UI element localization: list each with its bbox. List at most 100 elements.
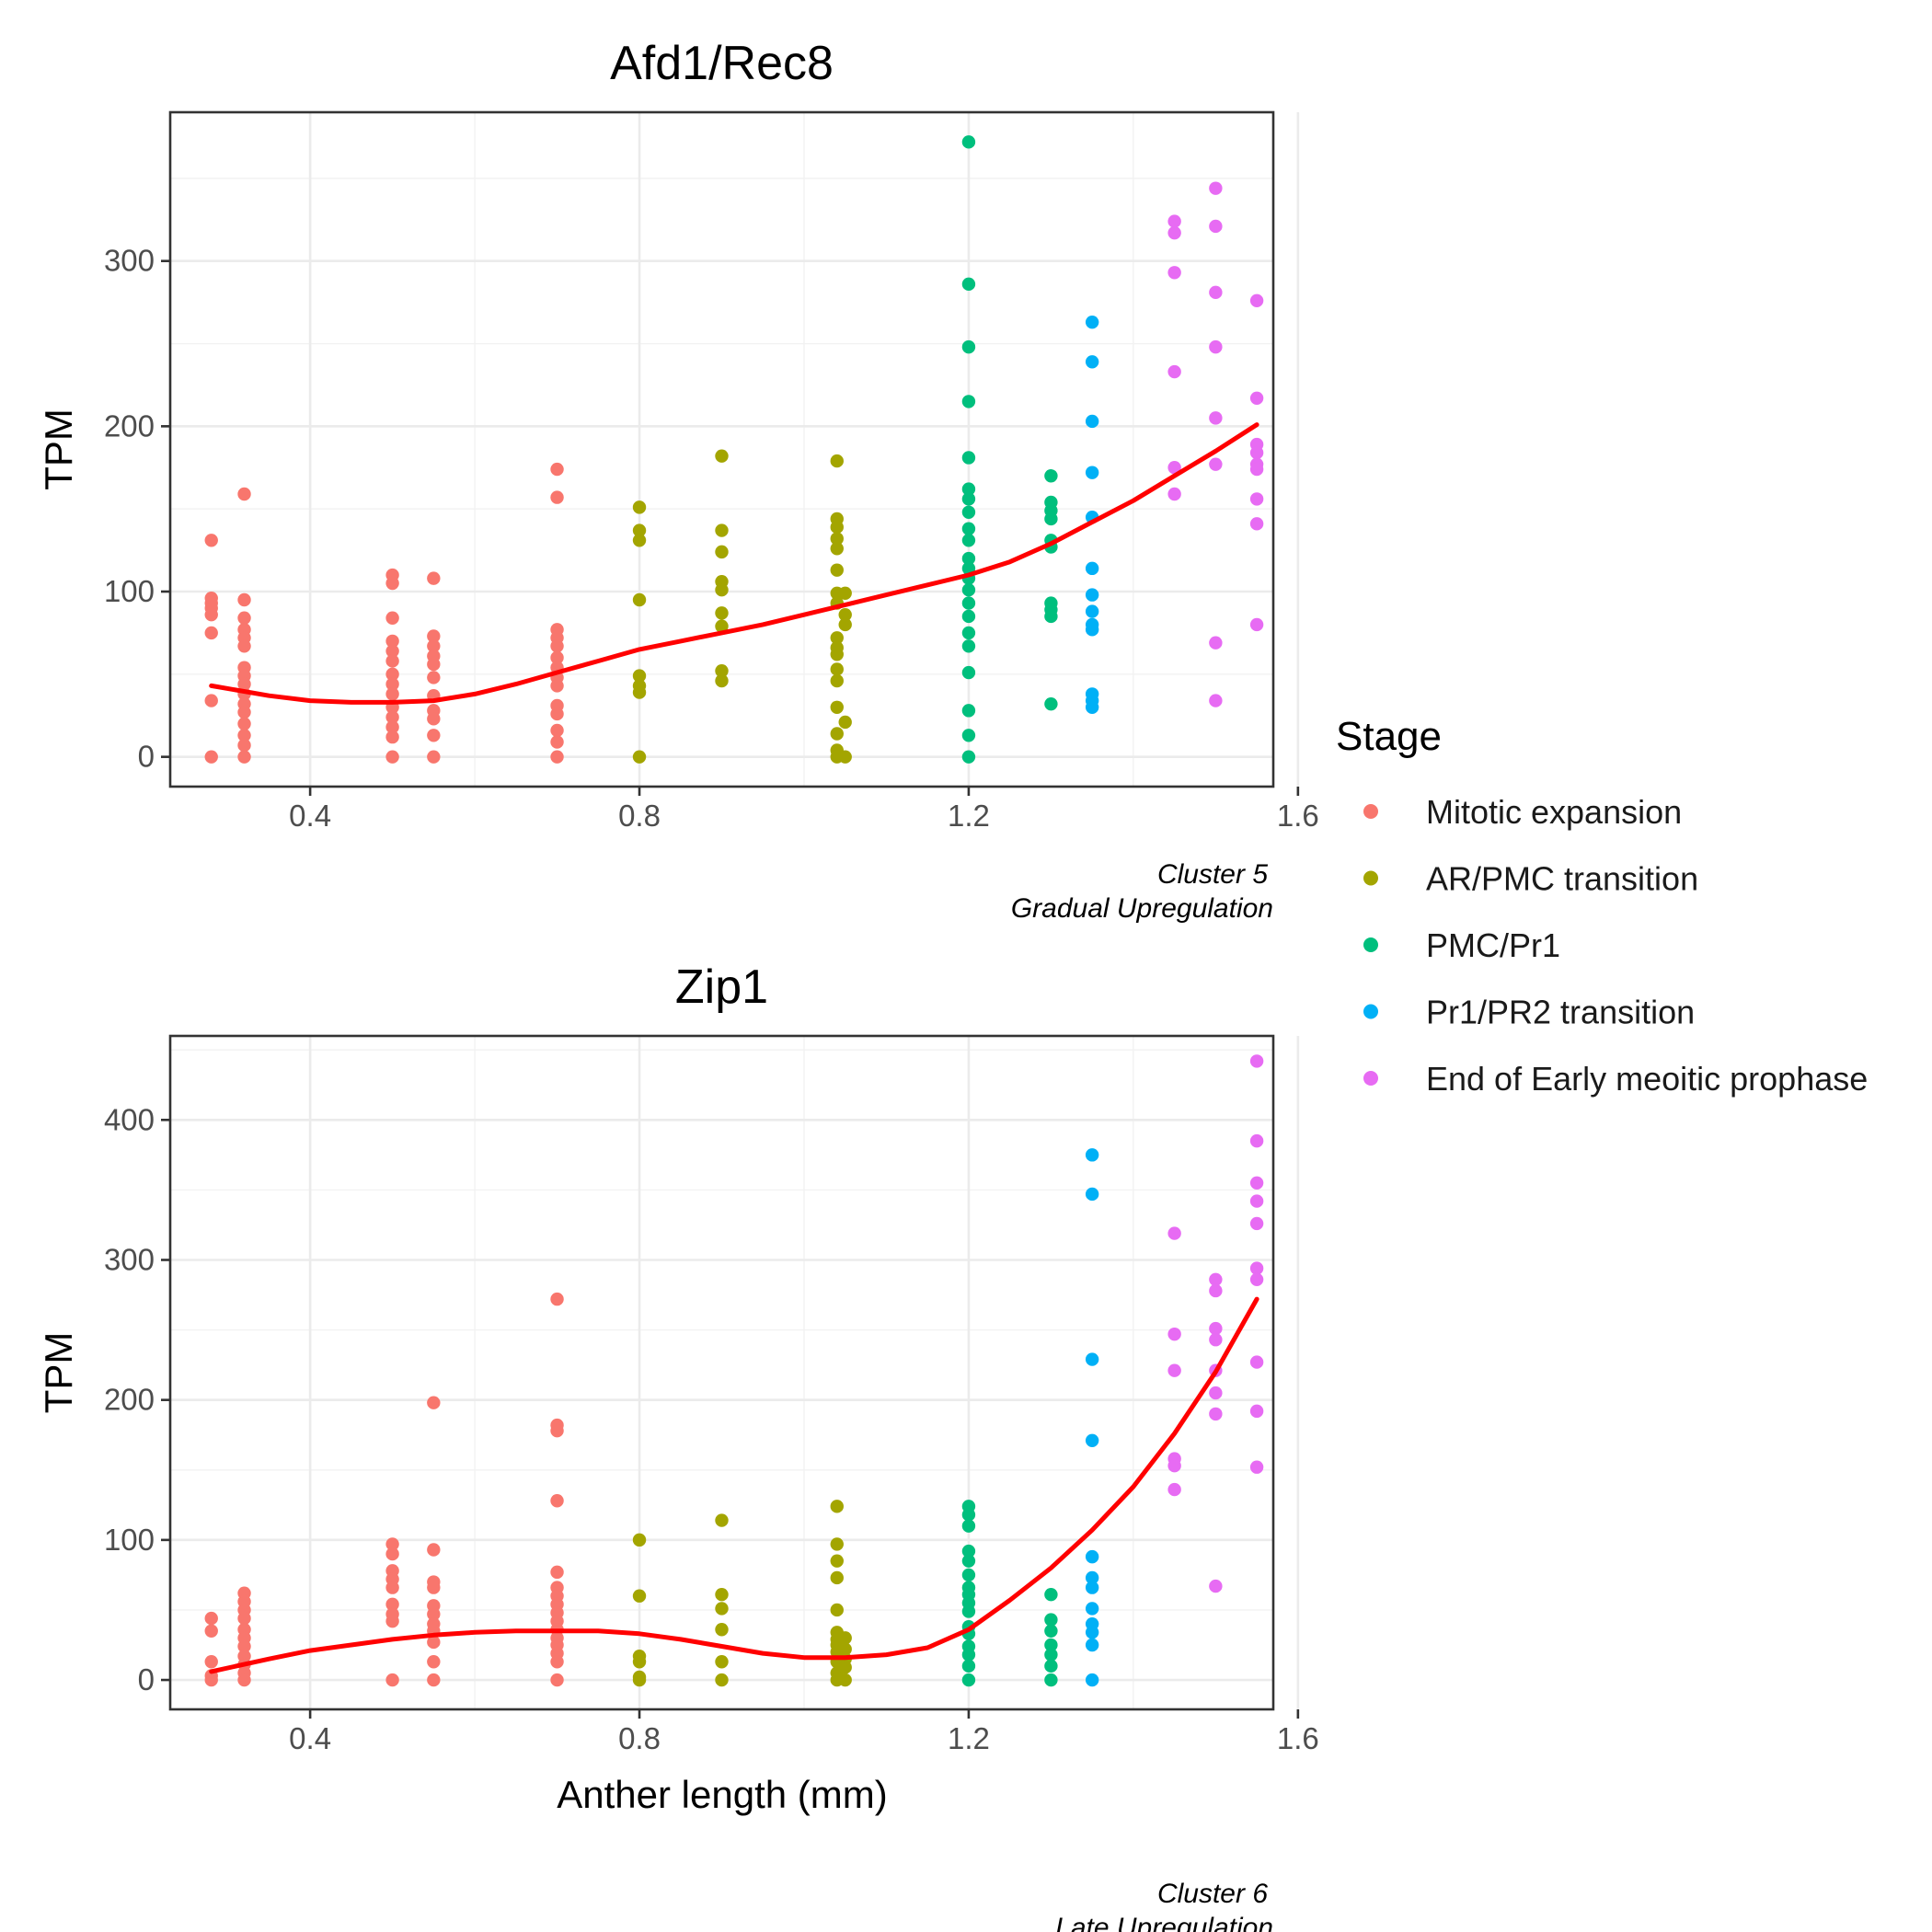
data-point-pmcpr1 xyxy=(1044,1648,1058,1662)
data-point-endearly xyxy=(1209,457,1223,471)
data-point-endearly xyxy=(1167,1327,1181,1341)
data-point-mitotic xyxy=(237,677,251,691)
data-point-endearly xyxy=(1167,266,1181,280)
data-point-arpmc xyxy=(830,727,844,741)
data-point-arpmc xyxy=(715,664,729,678)
data-point-mitotic xyxy=(385,1581,399,1594)
data-point-arpmc xyxy=(715,1513,729,1527)
data-point-pmcpr1 xyxy=(961,665,976,680)
x-tick-label: 0.4 xyxy=(289,1721,331,1755)
data-point-arpmc xyxy=(715,583,729,597)
y-tick-label: 100 xyxy=(104,574,155,608)
data-point-endearly xyxy=(1249,1355,1264,1369)
data-point-mitotic xyxy=(237,1673,251,1687)
data-point-endearly xyxy=(1167,461,1181,475)
data-point-mitotic xyxy=(237,705,251,719)
data-point-endearly xyxy=(1209,1386,1223,1400)
data-point-mitotic xyxy=(204,750,218,764)
data-point-pr1pr2 xyxy=(1085,315,1099,329)
data-point-arpmc xyxy=(838,1661,852,1674)
data-point-arpmc xyxy=(838,1673,852,1687)
data-point-pmcpr1 xyxy=(961,492,976,506)
data-point-mitotic xyxy=(237,717,251,730)
data-point-mitotic xyxy=(550,723,564,738)
data-point-pmcpr1 xyxy=(961,750,976,764)
data-point-arpmc xyxy=(830,631,844,645)
data-point-arpmc xyxy=(830,1570,844,1585)
data-point-mitotic xyxy=(385,710,399,724)
data-point-arpmc xyxy=(838,607,852,622)
smooth-trend-line xyxy=(209,422,1259,705)
data-point-mitotic xyxy=(427,750,441,764)
legend-label-pmcpr1: PMC/Pr1 xyxy=(1426,926,1560,964)
legend-label-pr1pr2: Pr1/PR2 transition xyxy=(1426,994,1695,1031)
data-point-mitotic xyxy=(204,607,218,622)
panel-1-frame xyxy=(168,110,1275,788)
data-point-mitotic xyxy=(385,644,399,658)
data-point-pmcpr1 xyxy=(961,551,976,566)
data-point-mitotic xyxy=(204,1624,218,1638)
data-point-mitotic xyxy=(550,750,564,764)
data-point-mitotic xyxy=(427,571,441,585)
data-point-arpmc xyxy=(830,1603,844,1617)
panel-2-frame xyxy=(168,1034,1275,1711)
y-tick-label: 0 xyxy=(138,740,155,774)
data-point-pr1pr2 xyxy=(1085,1581,1099,1594)
data-point-mitotic xyxy=(385,1537,399,1551)
data-point-arpmc xyxy=(632,669,647,683)
data-point-arpmc xyxy=(830,1537,844,1551)
data-point-pmcpr1 xyxy=(961,451,976,465)
data-point-arpmc xyxy=(632,685,647,699)
data-point-arpmc xyxy=(715,1602,729,1616)
data-point-pr1pr2 xyxy=(1085,623,1099,637)
data-point-endearly xyxy=(1209,411,1223,425)
data-point-mitotic xyxy=(385,1614,399,1628)
data-point-mitotic xyxy=(204,626,218,640)
data-point-pmcpr1 xyxy=(961,522,976,535)
data-point-mitotic xyxy=(237,592,251,607)
data-point-mitotic xyxy=(237,639,251,653)
data-point-arpmc xyxy=(830,648,844,661)
data-point-mitotic xyxy=(237,1639,251,1653)
data-point-mitotic xyxy=(550,679,564,693)
data-point-endearly xyxy=(1249,462,1264,477)
data-point-pr1pr2 xyxy=(1085,700,1099,714)
data-point-mitotic xyxy=(550,1673,564,1687)
data-point-arpmc xyxy=(632,1533,647,1547)
data-point-pmcpr1 xyxy=(961,1604,976,1618)
data-point-arpmc xyxy=(715,545,729,559)
panel-2-caption-line-2: Late Upregulation xyxy=(1055,1913,1273,1932)
data-point-mitotic xyxy=(237,738,251,753)
data-point-endearly xyxy=(1209,1407,1223,1421)
y-tick-label: 300 xyxy=(104,244,155,278)
data-point-arpmc xyxy=(632,1589,647,1603)
data-point-pmcpr1 xyxy=(1044,1613,1058,1627)
data-point-endearly xyxy=(1209,181,1223,195)
data-point-pmcpr1 xyxy=(1044,696,1058,711)
data-point-pr1pr2 xyxy=(1085,1673,1099,1687)
data-point-mitotic xyxy=(385,730,399,744)
data-point-arpmc xyxy=(715,1623,729,1637)
data-point-mitotic xyxy=(427,639,441,653)
x-tick-label: 0.8 xyxy=(618,799,661,833)
legend-key-pmcpr1 xyxy=(1363,937,1378,952)
data-point-pmcpr1 xyxy=(961,609,976,624)
data-point-mitotic xyxy=(550,1494,564,1508)
y-tick-label: 0 xyxy=(138,1662,155,1696)
data-point-endearly xyxy=(1209,339,1223,354)
data-point-endearly xyxy=(1167,214,1181,228)
panel-2-smooth-layer xyxy=(209,1296,1259,1674)
data-point-pmcpr1 xyxy=(961,729,976,742)
data-point-arpmc xyxy=(632,1655,647,1669)
data-point-pmcpr1 xyxy=(961,704,976,718)
data-point-arpmc xyxy=(632,500,647,514)
data-point-arpmc xyxy=(632,750,647,764)
data-point-pmcpr1 xyxy=(1044,1624,1058,1638)
data-point-mitotic xyxy=(550,462,564,477)
data-point-pmcpr1 xyxy=(961,135,976,149)
data-point-pmcpr1 xyxy=(961,639,976,653)
data-point-pr1pr2 xyxy=(1085,1626,1099,1639)
data-point-mitotic xyxy=(385,611,399,625)
data-point-pmcpr1 xyxy=(1044,1638,1058,1652)
data-point-pmcpr1 xyxy=(961,596,976,610)
